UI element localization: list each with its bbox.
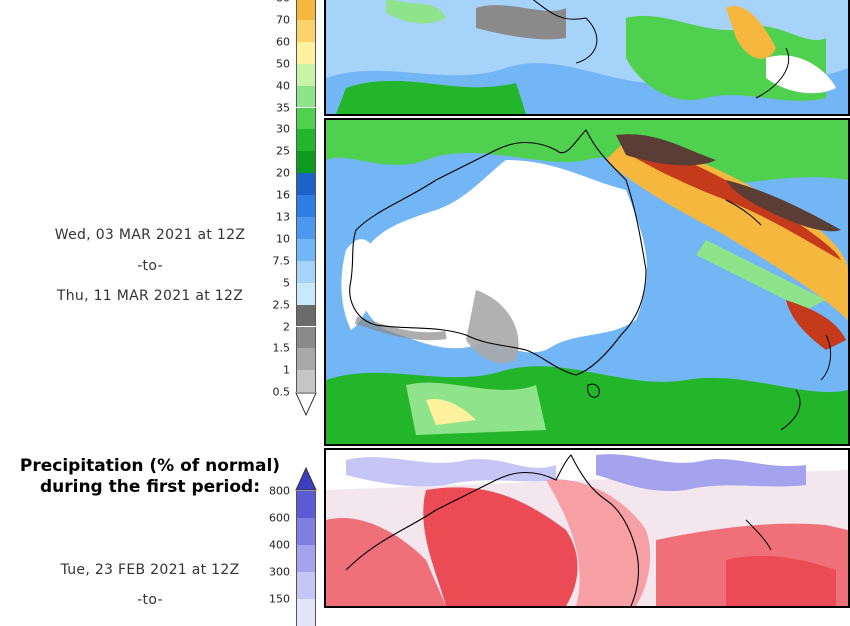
colorbar-swatch bbox=[296, 370, 316, 393]
colorbar-tick-label: 80 bbox=[276, 0, 290, 5]
anomaly-title-line1: Precipitation (% of normal) bbox=[19, 456, 281, 476]
anomaly-period-separator: -to- bbox=[137, 592, 163, 608]
colorbar-swatch bbox=[296, 41, 316, 64]
colorbar-tick-label: 7.5 bbox=[272, 254, 291, 268]
colorbar-swatch bbox=[296, 195, 316, 217]
colorbar-tick-label: 2 bbox=[283, 320, 290, 333]
colorbar-swatch bbox=[296, 129, 316, 152]
colorbar-tick-label: 600 bbox=[269, 511, 290, 525]
colorbar-swatch bbox=[296, 282, 316, 305]
colorbar-swatch bbox=[296, 0, 316, 20]
colorbar-tick-label: 800 bbox=[269, 484, 290, 498]
colorbar-tick-label: 16 bbox=[276, 188, 290, 202]
colorbar-swatch bbox=[296, 545, 316, 572]
colorbar-tick-label: 10 bbox=[276, 232, 290, 246]
colorbar-swatch bbox=[296, 238, 316, 261]
colorbar-swatch bbox=[296, 217, 316, 239]
colorbar-tick-label: 70 bbox=[276, 13, 290, 27]
colorbar-swatch bbox=[296, 260, 316, 283]
colorbar-swatch bbox=[296, 304, 316, 327]
colorbar-tick-label: 300 bbox=[269, 565, 290, 579]
colorbar-tick-label: 400 bbox=[269, 538, 290, 552]
colorbar-swatch bbox=[296, 63, 316, 86]
colorbar-tick-label: 30 bbox=[276, 122, 290, 136]
colorbar-min-triangle bbox=[295, 392, 317, 417]
colorbar-swatch bbox=[296, 107, 316, 130]
colorbar-swatch bbox=[296, 572, 316, 599]
colorbar-swatch bbox=[296, 491, 316, 518]
colorbar-swatch bbox=[296, 518, 316, 545]
colorbar-tick-label: 40 bbox=[276, 79, 290, 93]
colorbar-tick-label: 13 bbox=[276, 210, 290, 224]
colorbar-tick-label: 35 bbox=[276, 101, 290, 114]
period-start: Wed, 03 MAR 2021 at 12Z bbox=[54, 227, 246, 243]
period-end: Thu, 11 MAR 2021 at 12Z bbox=[56, 288, 244, 304]
colorbar-tick-label: 20 bbox=[276, 166, 290, 180]
colorbar-tick-label: 25 bbox=[276, 144, 290, 158]
colorbar-tick-label: 5 bbox=[283, 276, 290, 290]
period-separator: -to- bbox=[137, 258, 163, 274]
precip-map-previous bbox=[324, 0, 850, 116]
colorbar-tick-label: 2.5 bbox=[272, 298, 291, 312]
colorbar-tick-label: 60 bbox=[276, 35, 290, 49]
colorbar-swatch bbox=[296, 151, 316, 174]
colorbar-swatch bbox=[296, 173, 316, 196]
anomaly-period-start: Tue, 23 FEB 2021 at 12Z bbox=[60, 562, 240, 578]
colorbar-swatch bbox=[296, 348, 316, 371]
anomaly-title-line2: during the first period: bbox=[39, 477, 261, 497]
colorbar-tick-label: 1 bbox=[283, 363, 290, 377]
colorbar-tick-label: 0.5 bbox=[272, 385, 291, 399]
colorbar-swatch bbox=[296, 19, 316, 42]
colorbar-tick-label: 1.5 bbox=[272, 341, 291, 355]
colorbar-tick-label: 50 bbox=[276, 57, 290, 71]
colorbar-swatch bbox=[296, 85, 316, 108]
colorbar-max-triangle bbox=[295, 467, 317, 491]
precip-anomaly-map bbox=[324, 448, 850, 608]
precip-map-forecast bbox=[324, 118, 850, 446]
colorbar-swatch bbox=[296, 326, 316, 349]
